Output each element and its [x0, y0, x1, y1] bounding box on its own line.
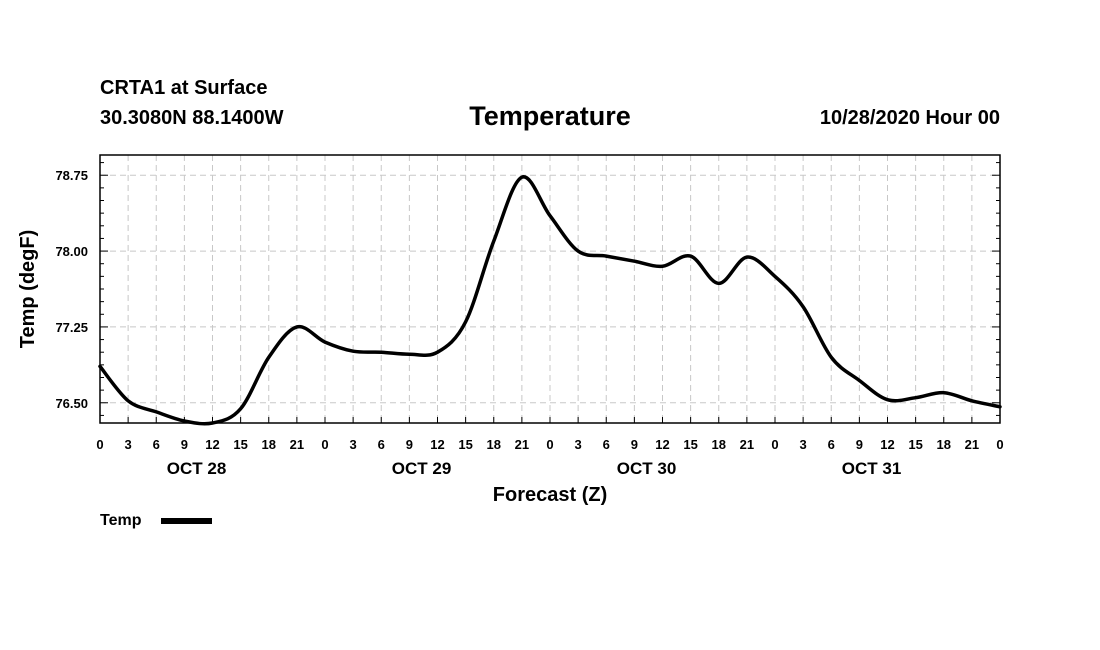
- x-tick-label: 9: [181, 437, 188, 452]
- x-tick-label: 21: [740, 437, 754, 452]
- station-label: CRTA1 at Surface: [100, 77, 267, 99]
- day-label: OCT 31: [842, 459, 902, 478]
- day-label: OCT 30: [617, 459, 677, 478]
- x-axis-ticks: 0 3 6 9 12 15 18 21 0 3 6 9 12 15 18 21 0 3 6 9 12 15 18 21 0 3 6 9…: [96, 417, 1004, 452]
- x-tick-label: 9: [856, 437, 863, 452]
- day-label: OCT 28: [167, 459, 227, 478]
- x-tick-label: 9: [631, 437, 638, 452]
- x-tick-label: 15: [683, 437, 697, 452]
- run-time-label: 10/28/2020 Hour 00: [820, 107, 1000, 129]
- y-tick-label: 78.75: [55, 168, 88, 183]
- x-tick-label: 15: [908, 437, 922, 452]
- x-tick-label: 0: [771, 437, 778, 452]
- x-tick-label: 3: [575, 437, 582, 452]
- x-tick-label: 0: [996, 437, 1003, 452]
- x-tick-label: 21: [290, 437, 304, 452]
- y-tick-label: 76.50: [55, 396, 88, 411]
- day-label: OCT 29: [392, 459, 452, 478]
- chart-title: Temperature: [469, 101, 631, 131]
- x-axis-title: Forecast (Z): [493, 484, 607, 506]
- y-tick-label: 77.25: [55, 320, 88, 335]
- x-tick-label: 6: [603, 437, 610, 452]
- x-tick-label: 6: [828, 437, 835, 452]
- plot-frame: [99, 154, 1001, 424]
- x-tick-label: 12: [205, 437, 219, 452]
- x-tick-label: 0: [321, 437, 328, 452]
- day-labels: OCT 28 OCT 29 OCT 30 OCT 31: [167, 459, 902, 478]
- x-tick-label: 9: [406, 437, 413, 452]
- x-tick-label: 0: [546, 437, 553, 452]
- temp-series-line: [98, 175, 1002, 426]
- x-tick-label: 3: [800, 437, 807, 452]
- x-tick-label: 6: [378, 437, 385, 452]
- y-tick-label: 78.00: [55, 244, 88, 259]
- x-tick-label: 12: [430, 437, 444, 452]
- x-tick-label: 18: [487, 437, 501, 452]
- x-tick-label: 21: [515, 437, 529, 452]
- x-tick-label: 3: [350, 437, 357, 452]
- y-axis-title: Temp (degF): [17, 230, 39, 349]
- x-tick-label: 15: [458, 437, 472, 452]
- legend-label: Temp: [100, 512, 142, 529]
- x-tick-label: 18: [262, 437, 276, 452]
- x-tick-label: 0: [96, 437, 103, 452]
- x-tick-label: 21: [965, 437, 979, 452]
- x-tick-label: 12: [880, 437, 894, 452]
- x-tick-label: 18: [937, 437, 951, 452]
- x-tick-label: 6: [153, 437, 160, 452]
- coords-label: 30.3080N 88.1400W: [100, 107, 284, 129]
- x-tick-label: 12: [655, 437, 669, 452]
- x-tick-label: 3: [125, 437, 132, 452]
- x-tick-label: 15: [233, 437, 247, 452]
- x-tick-label: 18: [712, 437, 726, 452]
- grid: [100, 155, 1000, 423]
- y-axis-ticks: 76.50 77.25 78.00 78.75: [55, 168, 1000, 411]
